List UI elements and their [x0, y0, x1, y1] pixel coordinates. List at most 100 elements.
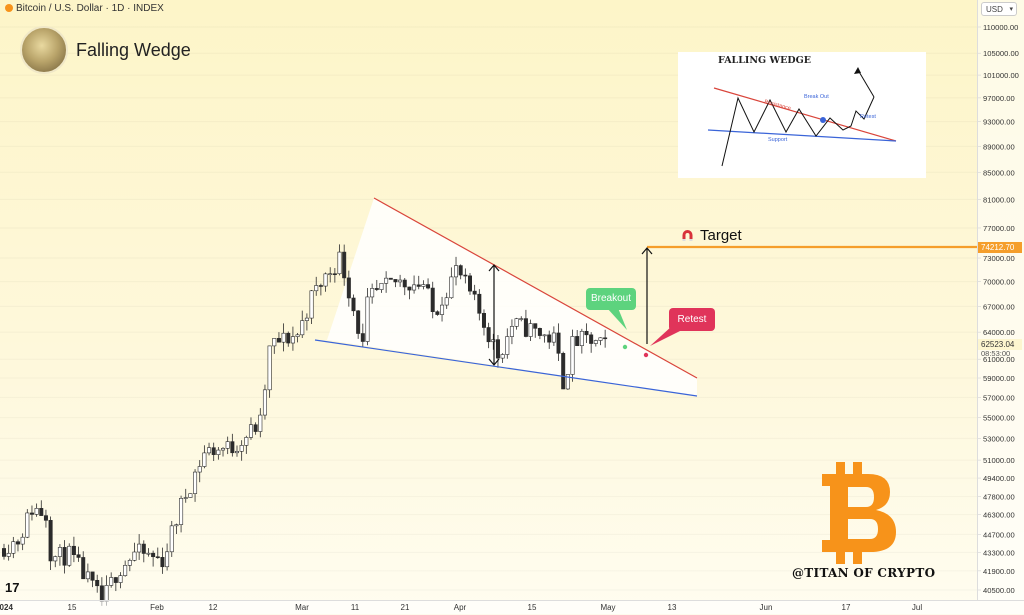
candle-up: [179, 498, 184, 525]
breakout-dot: [622, 344, 628, 350]
candle-down: [62, 547, 67, 566]
time-axis[interactable]: [0, 600, 1024, 615]
currency-selector[interactable]: USD: [981, 2, 1017, 17]
candle-down: [351, 297, 356, 312]
candle-down: [561, 353, 566, 390]
candle-up: [505, 336, 510, 355]
candle-up: [127, 560, 132, 566]
price-tick-label: 89000.00: [983, 142, 1015, 151]
price-tick-label: 61000.00: [983, 355, 1015, 364]
price-tick-label: 53000.00: [983, 434, 1015, 443]
candle-down: [360, 333, 365, 342]
candle-up: [109, 577, 114, 586]
price-tick-label: 97000.00: [983, 94, 1015, 103]
price-tick-label: 67000.00: [983, 302, 1015, 311]
candle-down: [29, 512, 34, 515]
inset-title: FALLING WEDGE: [718, 55, 811, 66]
candle-down: [402, 279, 407, 288]
wedge-height-arrow: [488, 264, 500, 366]
candle-up: [491, 339, 496, 343]
candle-up: [281, 332, 286, 343]
price-axis-labels: 40500.00 41900.00 43300.00 44700.00 46300.00…: [983, 23, 1019, 595]
bitcoin-icon: [5, 4, 13, 12]
time-tick-label: Apr: [454, 603, 467, 612]
candle-up: [528, 323, 533, 337]
candle-up: [514, 318, 519, 327]
inset-support-line: [707, 129, 897, 142]
candle-down: [151, 552, 156, 558]
candle-up: [235, 451, 240, 454]
candle-up: [262, 389, 267, 416]
candle-up: [169, 525, 174, 553]
candle-down: [342, 251, 347, 279]
symbol-header[interactable]: Bitcoin / U.S. Dollar · 1D · INDEX: [5, 3, 164, 14]
price-tick-label: 44700.00: [983, 530, 1015, 539]
author-avatar[interactable]: [20, 26, 68, 74]
time-tick-label: 15: [528, 603, 537, 612]
candle-down: [332, 273, 337, 276]
candle-up: [542, 334, 547, 337]
candle-down: [537, 328, 542, 336]
time-tick-label: 11: [351, 603, 360, 612]
target-projection-arrow: [641, 247, 653, 344]
candle-up: [239, 445, 244, 452]
candle-down: [1, 548, 7, 557]
candle-down: [76, 554, 81, 558]
price-tick-label: 47800.00: [983, 493, 1015, 502]
candle-up: [565, 374, 570, 390]
candle-up: [34, 508, 39, 515]
price-tick-label: 59000.00: [983, 374, 1015, 383]
inset-arrowhead: [854, 67, 861, 74]
candle-up: [272, 338, 277, 347]
retest-pointer: [650, 326, 682, 346]
candle-up: [570, 336, 575, 375]
candle-down: [472, 290, 477, 295]
price-tick-label: 101000.00: [983, 71, 1019, 80]
inset-resistance-line: [713, 87, 897, 142]
candle-up: [309, 290, 314, 319]
wedge-highlight: [327, 198, 697, 396]
magnet-icon: [682, 230, 693, 241]
candle-up: [20, 536, 25, 545]
support-trendline[interactable]: [314, 339, 698, 397]
candle-up: [304, 317, 309, 321]
candle-up: [379, 282, 384, 290]
candle-up: [216, 449, 221, 455]
resistance-trendline[interactable]: [373, 197, 698, 379]
candle-up: [132, 551, 137, 561]
candle-down: [393, 279, 398, 283]
candle-up: [188, 493, 193, 498]
candle-down: [603, 337, 608, 340]
candle-down: [426, 284, 431, 289]
time-tick-label: 13: [668, 603, 677, 612]
price-tick-label: 73000.00: [983, 254, 1015, 263]
candle-up: [118, 575, 123, 583]
price-tick-label: 55000.00: [983, 414, 1015, 423]
breakout-label[interactable]: Breakout: [586, 288, 636, 310]
candle-down: [430, 287, 435, 313]
price-tick-label: 57000.00: [983, 393, 1015, 402]
retest-label[interactable]: Retest: [669, 308, 715, 331]
candle-up: [337, 251, 342, 275]
candle-up: [509, 326, 514, 337]
price-axis[interactable]: [977, 0, 1024, 600]
candle-down: [43, 515, 48, 521]
inset-breakout-label: Break Out: [804, 94, 829, 100]
candle-up: [593, 340, 598, 344]
candle-up: [314, 285, 319, 292]
author-watermark: @TITAN OF CRYPTO: [792, 566, 936, 580]
breakout-pointer: [607, 308, 627, 330]
candle-up: [454, 265, 459, 278]
candle-down: [113, 577, 118, 583]
candle-up: [551, 332, 556, 343]
time-tick-label: 15: [68, 603, 77, 612]
time-tick-label: 12: [209, 603, 218, 612]
candle-up: [197, 466, 202, 473]
candle-up: [57, 547, 62, 557]
candle-up: [202, 452, 207, 467]
price-tick-label: 64000.00: [983, 328, 1015, 337]
price-tick-label: 85000.00: [983, 168, 1015, 177]
candle-down: [253, 424, 258, 432]
